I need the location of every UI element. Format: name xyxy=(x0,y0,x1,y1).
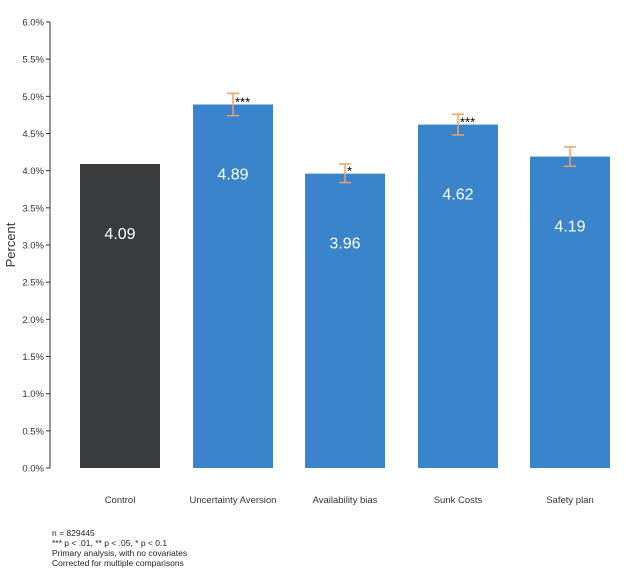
bar-chart: 0.0% 0.5% 1.0% 1.5% 2.0% 2.5% 3.0% 3.5% 4.0% 4.5%… xyxy=(3,18,610,506)
bar-value-label: 3.96 xyxy=(329,236,360,253)
footnotes: n = 829445 *** p < .01, ** p < .05, * p … xyxy=(52,528,187,568)
significance-marker: *** xyxy=(460,115,475,130)
x-tick-label: Uncertainty Aversion xyxy=(190,495,277,506)
footnote-correction: Corrected for multiple comparisons xyxy=(52,558,184,568)
bar-value-label: 4.19 xyxy=(554,219,585,236)
x-tick-label: Control xyxy=(105,495,136,506)
bar xyxy=(193,104,273,468)
y-axis-label: Percent xyxy=(3,222,18,267)
y-tick-label: 2.5% xyxy=(22,278,44,289)
y-tick-label: 0.0% xyxy=(22,464,44,475)
bar xyxy=(530,156,610,468)
y-tick-label: 1.5% xyxy=(22,352,44,363)
y-tick-label: 4.5% xyxy=(22,129,44,140)
y-tick-label: 6.0% xyxy=(22,18,44,29)
y-tick-label: 3.5% xyxy=(22,203,44,214)
footnote-analysis: Primary analysis, with no covariates xyxy=(52,548,188,558)
x-tick-label: Safety plan xyxy=(546,495,594,506)
significance-marker: *** xyxy=(235,95,250,110)
bar xyxy=(80,163,160,468)
y-tick-label: 1.0% xyxy=(22,389,44,400)
bar-value-label: 4.62 xyxy=(442,187,473,204)
significance-marker: * xyxy=(347,164,352,179)
y-tick-label: 0.5% xyxy=(22,426,44,437)
x-tick-label: Sunk Costs xyxy=(434,495,483,506)
bar xyxy=(418,124,498,468)
x-axis-labels: Control Uncertainty Aversion Availability … xyxy=(105,495,594,506)
y-tick-label: 3.0% xyxy=(22,241,44,252)
bars: 4.09 4.89 *** 3.96 * 4.62 *** 4.19 xyxy=(80,92,610,468)
bar-value-label: 4.09 xyxy=(104,226,135,243)
bar xyxy=(305,173,385,468)
y-tick-label: 5.0% xyxy=(22,92,44,103)
y-tick-label: 5.5% xyxy=(22,55,44,66)
x-tick-label: Availability bias xyxy=(313,495,378,506)
footnote-significance: *** p < .01, ** p < .05, * p < 0.1 xyxy=(52,538,168,548)
y-tick-label: 4.0% xyxy=(22,166,44,177)
footnote-n: n = 829445 xyxy=(52,528,95,538)
y-tick-label: 2.0% xyxy=(22,315,44,326)
y-axis: 0.0% 0.5% 1.0% 1.5% 2.0% 2.5% 3.0% 3.5% 4.0% 4.5%… xyxy=(22,18,51,475)
bar-value-label: 4.89 xyxy=(217,167,248,184)
